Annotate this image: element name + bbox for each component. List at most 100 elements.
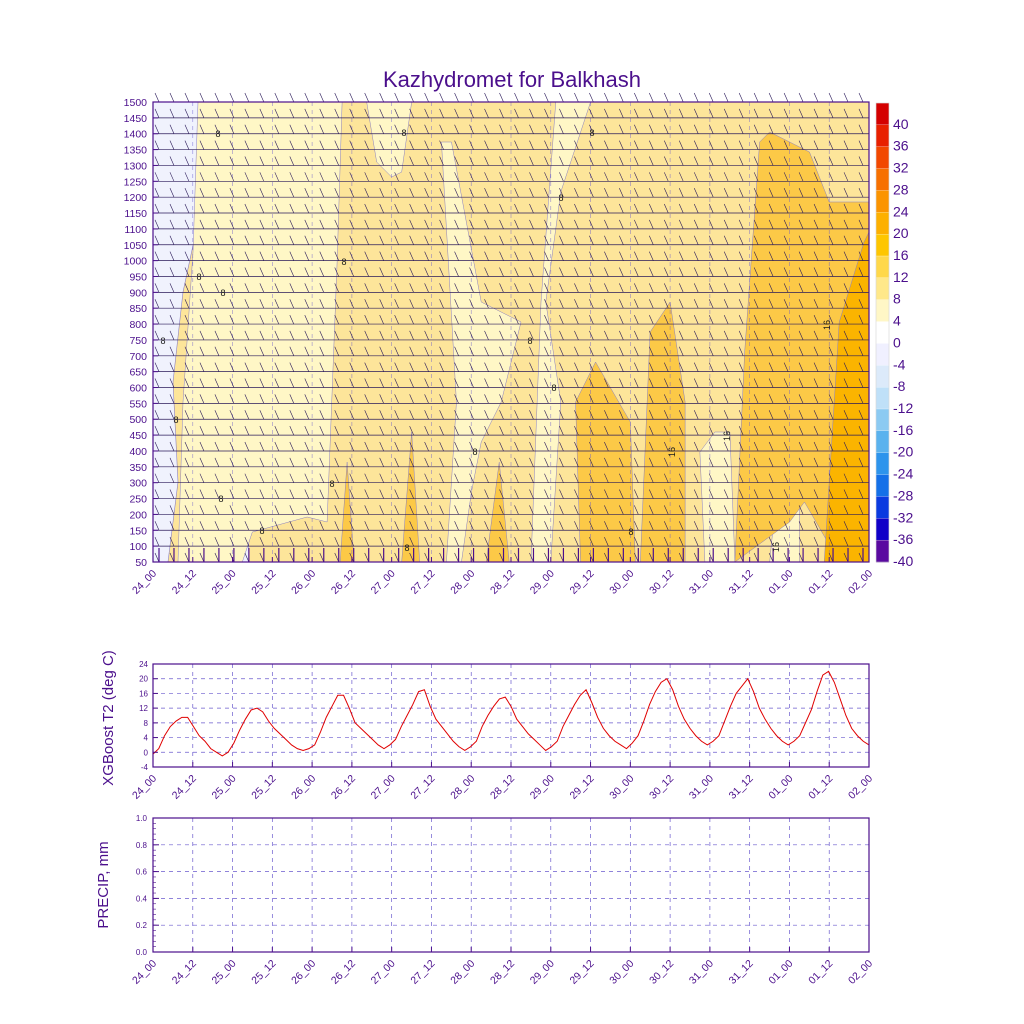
barb-tick xyxy=(723,219,729,230)
barb-tick xyxy=(589,330,594,341)
barb-tick xyxy=(574,219,579,230)
barb-tick xyxy=(813,251,819,261)
barb-tick xyxy=(499,394,504,404)
barb-tick xyxy=(768,235,774,245)
barb-tick xyxy=(798,251,804,261)
barb-tick xyxy=(319,188,325,198)
barb-tick xyxy=(274,410,280,420)
barb-tick xyxy=(439,203,444,214)
barb-tick xyxy=(169,473,175,483)
barb-tick xyxy=(813,203,819,214)
barb-tick xyxy=(454,92,459,103)
barb-tick xyxy=(783,156,789,166)
barb-tick xyxy=(154,330,160,341)
barb-tick xyxy=(753,457,759,467)
barb-tick xyxy=(394,537,399,547)
barb-tick xyxy=(379,124,384,134)
barb-tick xyxy=(693,378,699,388)
x-tick-label: 29_00 xyxy=(528,773,557,802)
x-tick-label: 28_12 xyxy=(488,568,517,597)
barb-tick xyxy=(589,394,594,404)
barb-tick xyxy=(214,441,220,452)
cross-section-x-axis: 24_00 24_12 25_00 25_12 26_00 26_12 27_00 27_12… xyxy=(130,557,875,597)
barb-tick xyxy=(439,330,444,341)
barb-tick xyxy=(813,378,819,388)
barb-tick xyxy=(349,521,354,531)
barb-tick xyxy=(634,521,639,531)
barb-tick xyxy=(319,346,325,356)
barb-tick xyxy=(424,425,429,436)
barb-tick xyxy=(469,251,474,261)
barb-tick xyxy=(649,378,654,388)
barb-tick xyxy=(634,156,639,166)
barb-tick xyxy=(214,124,220,134)
barb-tick xyxy=(394,172,399,182)
barb-tick xyxy=(334,124,340,134)
barb-tick xyxy=(723,188,729,198)
barb-tick xyxy=(559,251,564,261)
barb-tick xyxy=(379,172,384,182)
barb-tick xyxy=(813,314,819,325)
barb-tick xyxy=(214,251,220,261)
barb-tick xyxy=(424,283,429,293)
barb-tick xyxy=(199,410,205,420)
barb-tick xyxy=(783,314,789,325)
barb-tick xyxy=(394,378,399,388)
barb-tick xyxy=(169,505,175,515)
barb-tick xyxy=(259,251,265,261)
x-tick-label: 31_12 xyxy=(727,958,756,987)
barb-tick xyxy=(469,203,474,214)
barb-tick xyxy=(274,473,280,483)
barb-tick xyxy=(544,219,549,230)
x-tick-label: 01_12 xyxy=(806,568,835,597)
barb-tick xyxy=(768,537,774,547)
barb-tick xyxy=(514,441,519,452)
barb-tick xyxy=(229,124,235,134)
barb-tick xyxy=(529,537,534,547)
barb-tick xyxy=(289,394,295,404)
barb-tick xyxy=(334,314,340,325)
barb-tick xyxy=(484,283,489,293)
barb-tick xyxy=(798,425,804,436)
barb-tick xyxy=(649,394,654,404)
barb-tick xyxy=(229,537,235,547)
barb-tick xyxy=(768,505,774,515)
barb-tick xyxy=(409,235,414,245)
colorbar-label: -12 xyxy=(893,400,913,416)
barb-tick xyxy=(634,537,639,547)
barb-tick xyxy=(514,521,519,531)
barb-tick xyxy=(514,394,519,404)
barb-tick xyxy=(559,410,564,420)
barb-tick xyxy=(708,124,714,134)
barb-tick xyxy=(619,441,624,452)
barb-tick xyxy=(544,441,549,452)
barb-tick xyxy=(409,330,414,341)
barb-tick xyxy=(664,362,669,372)
contour-label: 8 xyxy=(218,494,223,504)
barb-tick xyxy=(514,299,519,309)
barb-tick xyxy=(454,108,459,118)
barb-tick xyxy=(274,441,280,452)
y-tick-label: 200 xyxy=(129,509,147,521)
barb-tick xyxy=(604,188,609,198)
barb-tick xyxy=(574,235,579,245)
barb-tick xyxy=(259,330,265,341)
barb-tick xyxy=(858,108,864,118)
barb-tick xyxy=(199,299,205,309)
barb-tick xyxy=(843,283,849,293)
barb-tick xyxy=(274,203,280,214)
barb-tick xyxy=(664,410,669,420)
barb-tick xyxy=(664,521,669,531)
barb-tick xyxy=(798,267,804,277)
barb-tick xyxy=(184,473,190,483)
barb-tick xyxy=(678,473,684,483)
barb-tick xyxy=(708,219,714,230)
barb-tick xyxy=(858,140,864,150)
barb-tick xyxy=(409,283,414,293)
colorbar-frame xyxy=(875,102,890,563)
barb-tick xyxy=(544,394,549,404)
x-tick-label: 29_00 xyxy=(528,568,557,597)
barb-tick xyxy=(678,235,684,245)
y-tick-label: 250 xyxy=(129,494,147,506)
barb-tick xyxy=(154,92,160,103)
